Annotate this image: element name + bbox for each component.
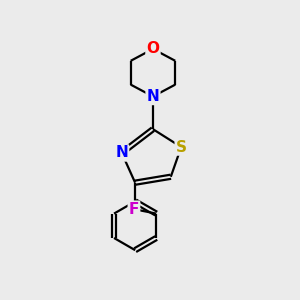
Text: O: O [146,41,160,56]
Text: N: N [116,146,128,160]
Text: S: S [176,140,187,154]
Text: F: F [129,202,139,217]
Text: N: N [147,89,159,104]
